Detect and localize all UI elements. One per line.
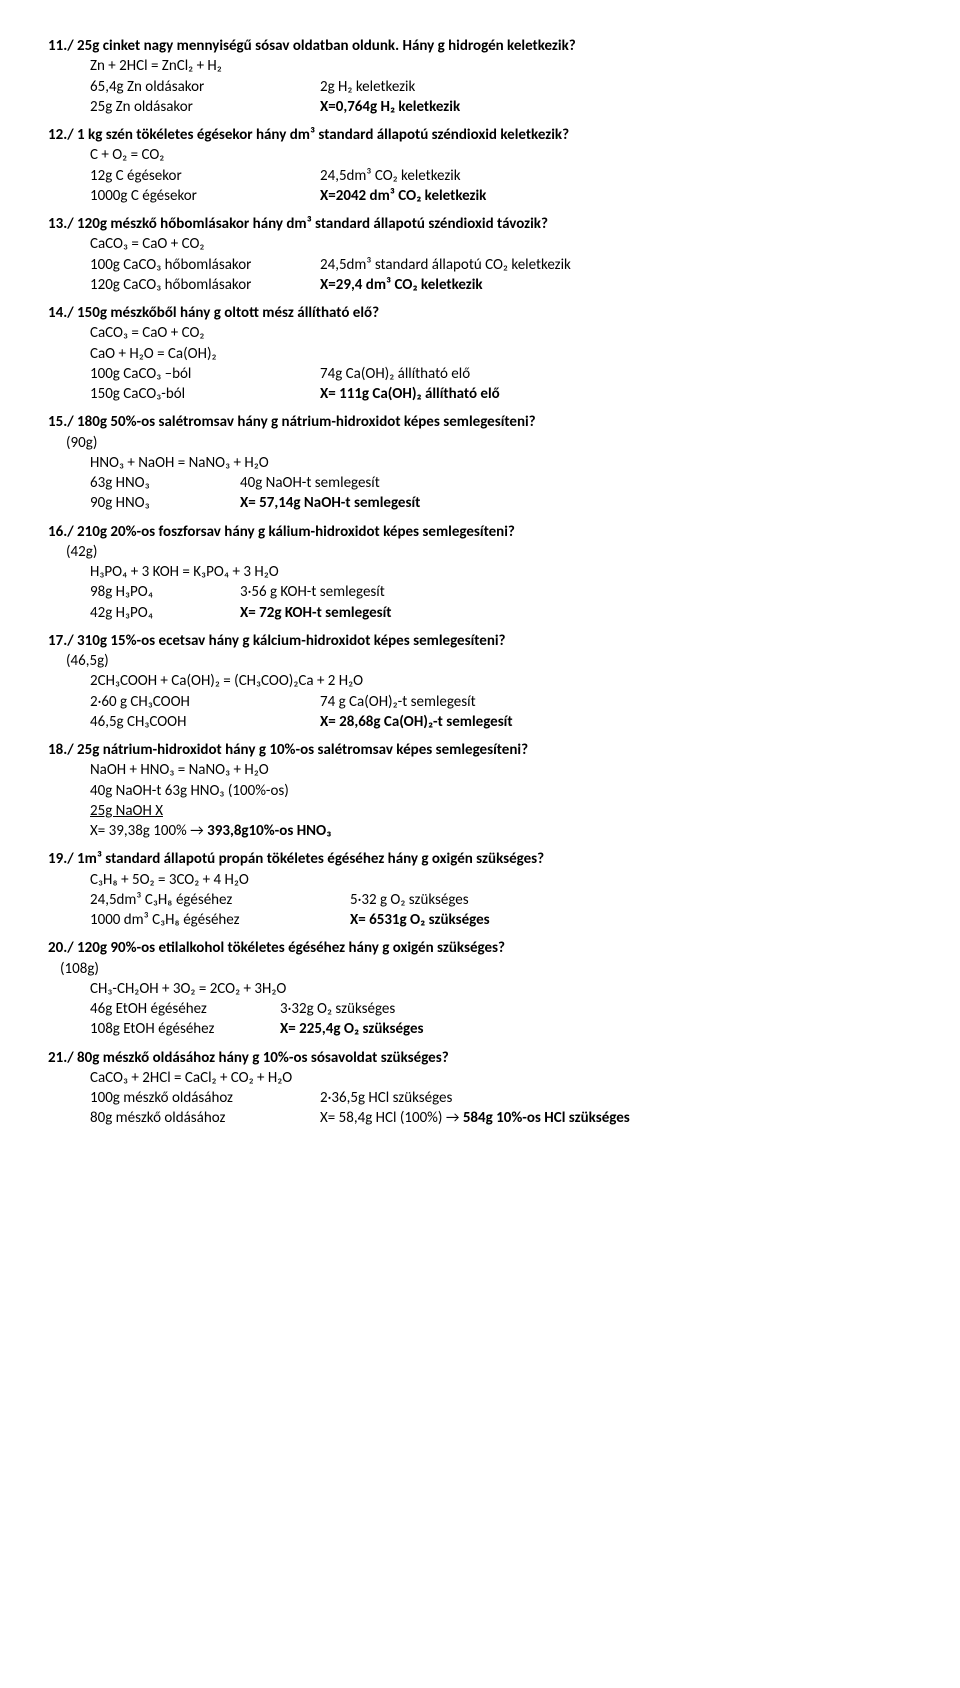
q17-sub: (46,5g) — [66, 651, 912, 671]
q18-eq: NaOH + HNO₃ = NaNO₃ + H₂O — [90, 760, 912, 780]
q18-l3: X= 39,38g 100% → 393,8g10%-os HNO₃ — [90, 821, 912, 841]
q13-head: 13./ 120g mészkő hőbomlásakor hány dm³ s… — [48, 214, 912, 234]
q20-r1b: 3·32g O₂ szükséges — [280, 999, 912, 1019]
q19-r2: 1000 dm³ C₃H₈ égéséhez X= 6531g O₂ szüks… — [90, 910, 912, 930]
q21-r2b: X= 58,4g HCl (100%) → — [320, 1109, 463, 1127]
q15-r2b: X= 57,14g NaOH-t semlegesít — [240, 493, 912, 513]
q14-eq: CaCO₃ = CaO + CO₂ — [90, 323, 912, 343]
q18-l3a: X= 39,38g 100% → — [90, 822, 207, 840]
q21-r2a: 80g mészkő oldásához — [90, 1108, 320, 1128]
q17-r1a: 2·60 g CH₃COOH — [90, 692, 320, 712]
q11-r1: 65,4g Zn oldásakor 2g H₂ keletkezik — [90, 77, 912, 97]
q19-head: 19./ 1m³ standard állapotú propán tökéle… — [48, 849, 912, 869]
q17-r2a: 46,5g CH₃COOH — [90, 712, 320, 732]
q19-r2a: 1000 dm³ C₃H₈ égéséhez — [90, 910, 350, 930]
q19-r1b: 5·32 g O₂ szükséges — [350, 890, 912, 910]
q12-r2: 1000g C égésekor X=2042 dm³ CO₂ keletkez… — [90, 186, 912, 206]
q13-eq: CaCO₃ = CaO + CO₂ — [90, 234, 912, 254]
q17-r1: 2·60 g CH₃COOH 74 g Ca(OH)₂-t semlegesít — [90, 692, 912, 712]
q21-r1b: 2·36,5g HCl szükséges — [320, 1088, 912, 1108]
q20-r1: 46g EtOH égéséhez 3·32g O₂ szükséges — [90, 999, 912, 1019]
q14-r1b: 74g Ca(OH)₂ állítható elő — [320, 364, 912, 384]
q17-r2b: X= 28,68g Ca(OH)₂-t semlegesít — [320, 712, 912, 732]
q15-r1: 63g HNO₃ 40g NaOH-t semlegesít — [90, 473, 912, 493]
q16-r2: 42g H₃PO₄ X= 72g KOH-t semlegesít — [90, 603, 912, 623]
q12-r1a: 12g C égésekor — [90, 166, 320, 186]
q21-head: 21./ 80g mészkő oldásához hány g 10%-os … — [48, 1048, 912, 1068]
q15-sub: (90g) — [66, 433, 912, 453]
q19-r1: 24,5dm³ C₃H₈ égéséhez 5·32 g O₂ szüksége… — [90, 890, 912, 910]
q20-eq: CH₃-CH₂OH + 3O₂ = 2CO₂ + 3H₂O — [90, 979, 912, 999]
q17-eq: 2CH₃COOH + Ca(OH)₂ = (CH₃COO)₂Ca + 2 H₂O — [90, 671, 912, 691]
q17-r1b: 74 g Ca(OH)₂-t semlegesít — [320, 692, 912, 712]
q20-r2: 108g EtOH égéséhez X= 225,4g O₂ szüksége… — [90, 1019, 912, 1039]
q21-r1a: 100g mészkő oldásához — [90, 1088, 320, 1108]
q20-r2b: X= 225,4g O₂ szükséges — [280, 1019, 912, 1039]
q12-eq: C + O₂ = CO₂ — [90, 145, 912, 165]
q18-l2: 25g NaOH X — [90, 801, 912, 821]
q11-r2: 25g Zn oldásakor X=0,764g H₂ keletkezik — [90, 97, 912, 117]
q11-head: 11./ 25g cinket nagy mennyiségű sósav ol… — [48, 36, 912, 56]
q17-r2: 46,5g CH₃COOH X= 28,68g Ca(OH)₂-t semleg… — [90, 712, 912, 732]
q15-r1a: 63g HNO₃ — [90, 473, 240, 493]
q13-r1: 100g CaCO₃ hőbomlásakor 24,5dm³ standard… — [90, 255, 912, 275]
q11-eq: Zn + 2HCl = ZnCl₂ + H₂ — [90, 56, 912, 76]
q20-head: 20./ 120g 90%-os etilalkohol tökéletes é… — [48, 938, 912, 958]
q11-r1a: 65,4g Zn oldásakor — [90, 77, 320, 97]
q16-eq: H₃PO₄ + 3 KOH = K₃PO₄ + 3 H₂O — [90, 562, 912, 582]
q12-head: 12./ 1 kg szén tökéletes égésekor hány d… — [48, 125, 912, 145]
q18-l3b: 393,8g10%-os HNO₃ — [207, 822, 331, 840]
q16-head: 16./ 210g 20%-os foszforsav hány g káliu… — [48, 522, 912, 542]
q12-r1: 12g C égésekor 24,5dm³ CO₂ keletkezik — [90, 166, 912, 186]
q16-r2b: X= 72g KOH-t semlegesít — [240, 603, 912, 623]
q11-r2a: 25g Zn oldásakor — [90, 97, 320, 117]
q13-r1b: 24,5dm³ standard állapotú CO₂ keletkezik — [320, 255, 912, 275]
q19-eq: C₃H₈ + 5O₂ = 3CO₂ + 4 H₂O — [90, 870, 912, 890]
q16-sub: (42g) — [66, 542, 912, 562]
q13-r2a: 120g CaCO₃ hőbomlásakor — [90, 275, 320, 295]
q15-r1b: 40g NaOH-t semlegesít — [240, 473, 912, 493]
q15-eq: HNO₃ + NaOH = NaNO₃ + H₂O — [90, 453, 912, 473]
q18-head: 18./ 25g nátrium-hidroxidot hány g 10%-o… — [48, 740, 912, 760]
q15-r2: 90g HNO₃ X= 57,14g NaOH-t semlegesít — [90, 493, 912, 513]
q14-r1: 100g CaCO₃ –ból 74g Ca(OH)₂ állítható el… — [90, 364, 912, 384]
q18-l1: 40g NaOH-t 63g HNO₃ (100%-os) — [90, 781, 912, 801]
q20-sub: (108g) — [60, 959, 912, 979]
q19-r2b: X= 6531g O₂ szükséges — [350, 910, 912, 930]
q19-r1a: 24,5dm³ C₃H₈ égéséhez — [90, 890, 350, 910]
q20-r1a: 46g EtOH égéséhez — [90, 999, 280, 1019]
q14-r1a: 100g CaCO₃ –ból — [90, 364, 320, 384]
q11-r2b: X=0,764g H₂ keletkezik — [320, 97, 912, 117]
q21-r2c: 584g 10%-os HCl szükséges — [463, 1109, 630, 1127]
q16-r1: 98g H₃PO₄ 3·56 g KOH-t semlegesít — [90, 582, 912, 602]
q15-r2a: 90g HNO₃ — [90, 493, 240, 513]
q11-r1b: 2g H₂ keletkezik — [320, 77, 912, 97]
q12-r2b: X=2042 dm³ CO₂ keletkezik — [320, 186, 912, 206]
q13-r2: 120g CaCO₃ hőbomlásakor X=29,4 dm³ CO₂ k… — [90, 275, 912, 295]
q12-r1b: 24,5dm³ CO₂ keletkezik — [320, 166, 912, 186]
q20-r2a: 108g EtOH égéséhez — [90, 1019, 280, 1039]
q12-r2a: 1000g C égésekor — [90, 186, 320, 206]
q13-r1a: 100g CaCO₃ hőbomlásakor — [90, 255, 320, 275]
q16-r1b: 3·56 g KOH-t semlegesít — [240, 582, 912, 602]
q14-r2a: 150g CaCO₃-ból — [90, 384, 320, 404]
q16-r2a: 42g H₃PO₄ — [90, 603, 240, 623]
q17-head: 17./ 310g 15%-os ecetsav hány g kálcium-… — [48, 631, 912, 651]
q14-r2: 150g CaCO₃-ból X= 111g Ca(OH)₂ állítható… — [90, 384, 912, 404]
q16-r1a: 98g H₃PO₄ — [90, 582, 240, 602]
q14-head: 14./ 150g mészkőből hány g oltott mész á… — [48, 303, 912, 323]
q14-eq2: CaO + H₂O = Ca(OH)₂ — [90, 344, 912, 364]
q14-r2b: X= 111g Ca(OH)₂ állítható elő — [320, 384, 912, 404]
q21-r2: 80g mészkő oldásához X= 58,4g HCl (100%)… — [90, 1108, 912, 1128]
q21-eq: CaCO₃ + 2HCl = CaCl₂ + CO₂ + H₂O — [90, 1068, 912, 1088]
q15-head: 15./ 180g 50%-os salétromsav hány g nátr… — [48, 412, 912, 432]
q13-r2b: X=29,4 dm³ CO₂ keletkezik — [320, 275, 912, 295]
q21-r2b-wrap: X= 58,4g HCl (100%) → 584g 10%-os HCl sz… — [320, 1108, 912, 1128]
q21-r1: 100g mészkő oldásához 2·36,5g HCl szüksé… — [90, 1088, 912, 1108]
